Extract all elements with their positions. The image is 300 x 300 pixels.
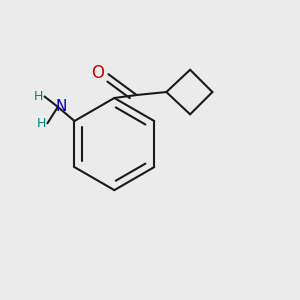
Text: H: H <box>37 117 46 130</box>
Text: H: H <box>34 90 43 103</box>
Text: N: N <box>55 99 67 114</box>
Text: O: O <box>92 64 104 82</box>
